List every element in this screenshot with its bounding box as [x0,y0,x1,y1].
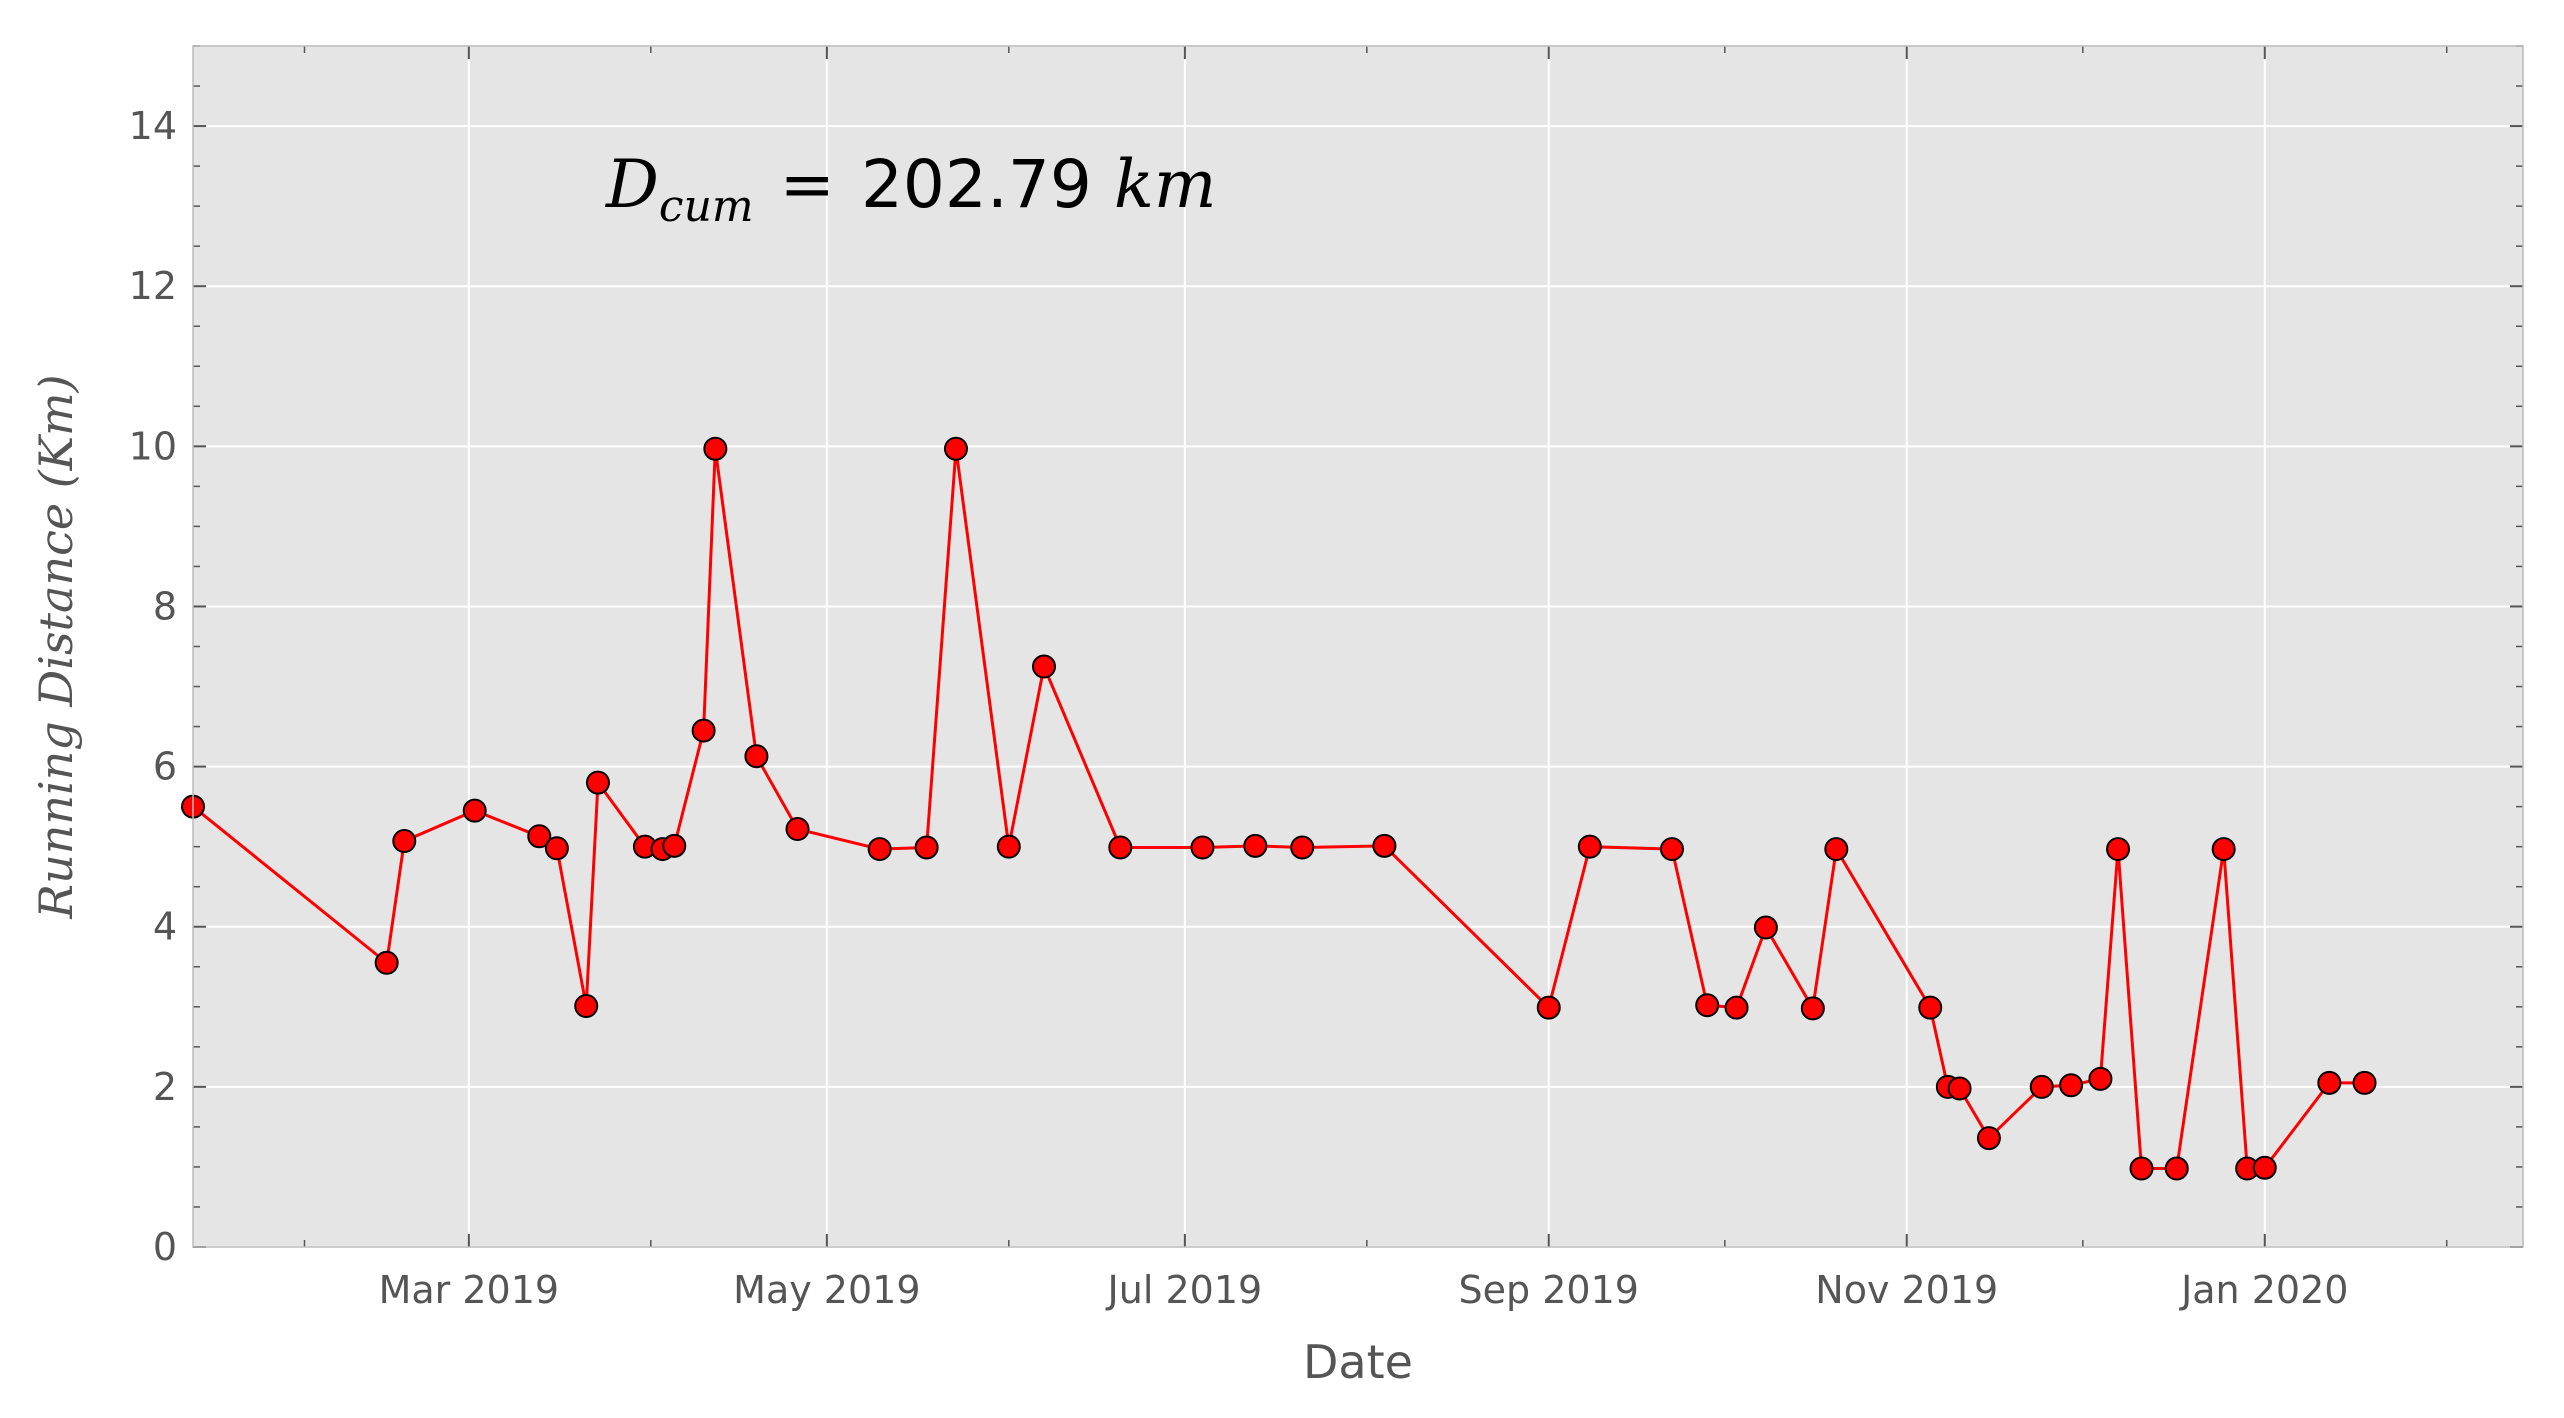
data-point [1695,993,1720,1018]
x-axis-label: Date [1303,1335,1413,1389]
data-point [374,950,399,975]
y-tick-label: 14 [129,104,177,148]
data-point [462,798,487,823]
data-point [703,436,728,461]
y-tick-label: 4 [153,905,177,949]
data-point [527,824,552,849]
x-tick-label: Mar 2019 [379,1268,559,1312]
data-point [1659,837,1684,862]
annotation-unit: km [1114,146,1217,223]
data-point [585,770,610,795]
y-tick-label: 2 [153,1065,177,1109]
data-point [2088,1066,2113,1091]
x-tick-label: Jan 2020 [2179,1268,2348,1312]
y-tick-label: 10 [129,424,177,468]
data-point [1800,996,1825,1021]
data-point [1536,995,1561,1020]
data-point [1724,995,1749,1020]
data-point [2059,1073,2084,1098]
data-point [691,718,716,743]
data-point [2164,1156,2189,1181]
x-tick-label: Jul 2019 [1106,1268,1263,1312]
data-points [181,436,2377,1181]
data-point [1918,995,1943,1020]
data-point [1976,1126,2001,1151]
annotation-equals: = [780,146,835,223]
x-tick-label: Sep 2019 [1459,1268,1639,1312]
data-point [2317,1070,2342,1095]
plot-area [193,46,2523,1247]
data-point [1947,1076,1972,1101]
data-point [392,829,417,854]
data-point [1243,833,1268,858]
data-point [867,837,892,862]
data-point [1290,835,1315,860]
grid-lines [193,46,2523,1248]
data-point [785,817,810,842]
data-point [2029,1074,2054,1099]
data-point [996,834,1021,859]
data-point [744,744,769,769]
plot-frame [192,45,2524,1248]
data-point [914,835,939,860]
data-point [1190,835,1215,860]
data-point [2129,1156,2154,1181]
data-point [544,836,569,861]
y-tick-label: 6 [153,745,177,789]
data-point [1753,915,1778,940]
data-point [1372,833,1397,858]
series-line [192,448,2365,1171]
data-point [1824,837,1849,862]
data-point [1577,834,1602,859]
data-point [1032,654,1057,679]
x-tick-label: Nov 2019 [1815,1268,1998,1312]
data-point [1108,835,1133,860]
data-point [662,833,687,858]
y-tick-label: 12 [129,264,177,308]
data-point [2106,837,2131,862]
data-point [2211,837,2236,862]
y-tick-label: 0 [153,1225,177,1269]
annotation-subscript: cum [659,181,754,232]
y-axis-label: Running Distance (Km) [29,374,83,919]
annotation-symbol: D [605,146,659,223]
data-point [943,436,968,461]
annotation-value: 202.79 [861,146,1092,223]
cumulative-distance-annotation: Dcum = 202.79 km [605,146,1216,232]
data-point [574,993,599,1018]
y-tick-labels: 0 2 4 6 8 10 12 14 [129,104,177,1269]
x-tick-labels: Mar 2019 May 2019 Jul 2019 Sep 2019 Nov 2019… [379,1268,2349,1312]
data-point [2352,1070,2377,1095]
x-tick-label: May 2019 [733,1268,920,1312]
y-tick-label: 8 [153,584,177,628]
data-point [2252,1155,2277,1180]
